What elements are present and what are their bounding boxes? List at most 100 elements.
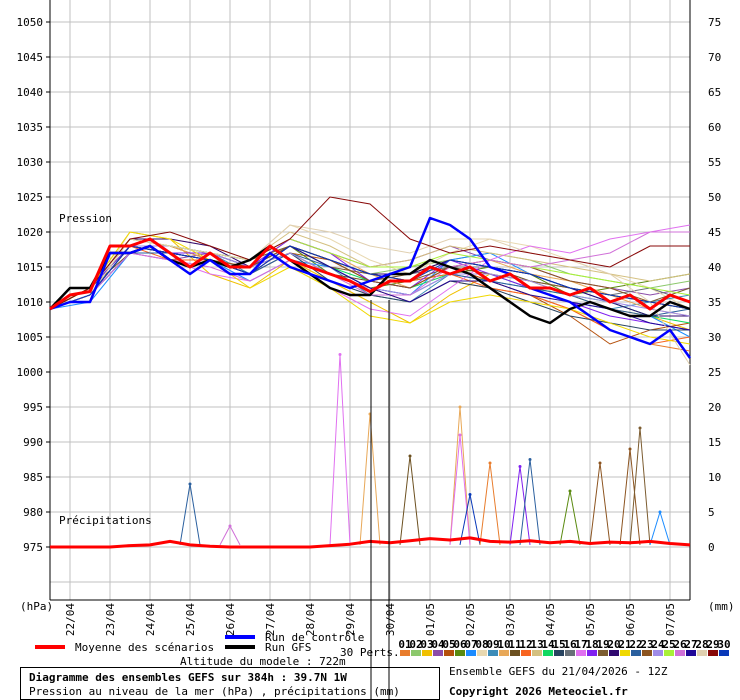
y-tick-label-left: 975: [23, 541, 43, 554]
member-precip-peak-22: [519, 459, 541, 545]
member-pressure-line-26: [49, 231, 690, 310]
member-legend-swatch: [598, 650, 608, 656]
precip-peak-marker: [408, 454, 412, 458]
y-tick-label-right: 65: [708, 86, 721, 99]
member-legend-swatch: [532, 650, 542, 656]
mean-pressure-line: [49, 237, 691, 311]
x-tick-label: 03/05: [504, 603, 517, 636]
mean-legend-swatch: [35, 645, 65, 649]
precip-peak-marker: [228, 524, 232, 528]
member-legend-swatch: [477, 650, 487, 656]
member-precip-peak-19: [629, 427, 651, 545]
x-tick-label: 02/05: [464, 603, 477, 636]
member-legend-swatch: [543, 650, 553, 656]
y-tick-label-left: 990: [23, 436, 43, 449]
member-legend-swatch: [631, 650, 641, 656]
member-legend-id: 23: [640, 638, 653, 651]
gfs-legend-label: Run GFS: [265, 641, 311, 654]
y-tick-label-left: 1010: [17, 296, 44, 309]
x-tick-label: 23/04: [104, 603, 117, 636]
member-legend-id: 15: [552, 638, 565, 651]
member-precip-peak-01: [479, 462, 501, 545]
x-tick-label: 27/04: [264, 603, 277, 636]
member-legend-id: 22: [629, 638, 642, 651]
x-tick-label: 22/04: [64, 603, 77, 636]
member-legend-id: 13: [530, 638, 543, 651]
y-tick-label-right: 55: [708, 156, 721, 169]
member-legend-swatch: [620, 650, 630, 656]
member-legend-id: 16: [563, 638, 577, 651]
member-precip-peak-06: [559, 490, 581, 545]
y-tick-label-left: 1045: [17, 51, 44, 64]
x-tick-label: 30/04: [384, 603, 397, 636]
member-legend-swatch: [708, 650, 718, 656]
y-tick-label-left: 1000: [17, 366, 44, 379]
run-info: Ensemble GEFS du 21/04/2026 - 12Z: [449, 665, 668, 678]
member-pressure-line-13: [49, 231, 691, 310]
control-pressure-line: [49, 216, 692, 359]
member-legend-id: 28: [695, 638, 708, 651]
y-tick-label-right: 60: [708, 121, 721, 134]
member-legend-id: 19: [596, 638, 609, 651]
x-tick-label: 29/04: [344, 603, 357, 636]
member-legend-id: 29: [706, 638, 719, 651]
member-legend-swatch: [664, 650, 674, 656]
y-tick-label-right: 10: [708, 471, 721, 484]
pressure-section-label: Pression: [59, 212, 112, 225]
member-legend-swatch: [521, 650, 531, 656]
member-precip-peak-23: [589, 462, 611, 545]
member-legend-swatch: [554, 650, 564, 656]
precip-peak-marker: [468, 493, 472, 496]
member-legend-id: 24: [651, 638, 665, 651]
member-legend-id: 18: [585, 638, 598, 651]
member-legend-swatch: [576, 650, 586, 656]
member-legend-id: 30: [717, 638, 730, 651]
member-pressure-line-29: [49, 196, 690, 310]
precip-peak-marker: [518, 465, 522, 468]
y-tick-label-left: 1030: [17, 156, 44, 169]
member-pressure-line-21: [49, 231, 691, 345]
member-legend-id: 11: [508, 638, 522, 651]
member-precip-peak-10: [449, 406, 471, 545]
member-legend-swatch: [686, 650, 696, 656]
member-precip-peak-18: [509, 466, 531, 545]
member-legend-id: 08: [475, 638, 488, 651]
gfs-legend-swatch: [225, 645, 255, 649]
copyright: Copyright 2026 Meteociel.fr: [449, 685, 628, 698]
member-legend-swatch: [642, 650, 652, 656]
member-precip-peak-17: [329, 354, 351, 545]
member-legend-id: 21: [618, 638, 632, 651]
y-tick-label-right: 25: [708, 366, 721, 379]
x-tick-label: 24/04: [144, 603, 157, 636]
member-legend-swatch: [587, 650, 597, 656]
member-legend-id: 09: [486, 638, 499, 651]
precip-peak-marker: [598, 461, 602, 465]
y-tick-label-right: 45: [708, 226, 721, 239]
member-legend-swatch: [433, 650, 443, 656]
precip-peak-marker: [458, 405, 462, 409]
x-tick-label: 06/05: [624, 603, 637, 636]
member-legend-id: 26: [673, 638, 687, 651]
model-altitude: Altitude du modele : 722m: [180, 655, 346, 668]
y-tick-label-left: 1025: [17, 191, 44, 204]
y-tick-label-right: 75: [708, 16, 721, 29]
precip-peak-marker: [638, 426, 642, 430]
member-legend-id: 20: [607, 638, 620, 651]
member-legend-swatch: [510, 650, 520, 656]
member-precip-peak-07: [649, 510, 671, 546]
precip-peak-marker: [188, 482, 192, 486]
y-tick-label-left: 1035: [17, 121, 44, 134]
y-axis-unit-left: (hPa): [20, 600, 53, 613]
chart-subtitle: Pression au niveau de la mer (hPa) , pré…: [29, 685, 400, 698]
precip-peak-marker: [458, 433, 462, 437]
perts-legend-label: 30 Perts.: [340, 646, 400, 659]
y-tick-label-right: 20: [708, 401, 721, 414]
member-legend-swatch: [411, 650, 421, 656]
member-legend-swatch: [488, 650, 498, 656]
member-legend-id: 17: [574, 638, 587, 651]
y-tick-label-right: 50: [708, 191, 721, 204]
member-legend-id: 10: [497, 638, 510, 651]
member-legend-swatch: [697, 650, 707, 656]
member-legend-swatch: [653, 650, 663, 656]
